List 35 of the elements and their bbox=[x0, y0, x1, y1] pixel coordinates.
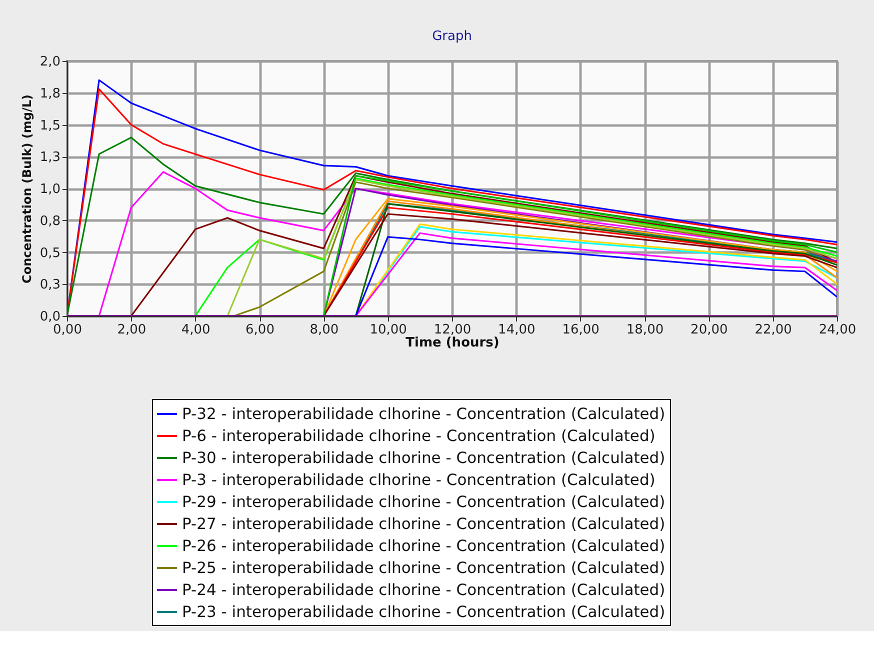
y-tick-label: 1,8 bbox=[40, 86, 60, 102]
x-tick-label: 0,00 bbox=[53, 322, 82, 338]
legend-label: P-23 - interoperabilidade clhorine - Concentration (Calculated) bbox=[182, 603, 666, 621]
x-tick-label: 14,00 bbox=[498, 322, 536, 338]
x-tick-label: 22,00 bbox=[754, 322, 792, 338]
y-tick-label: 2,0 bbox=[40, 54, 60, 70]
x-tick-label: 24,00 bbox=[818, 322, 856, 338]
x-tick-label: 2,00 bbox=[117, 322, 146, 338]
legend-label: P-6 - interoperabilidade clhorine - Concentration (Calculated) bbox=[182, 427, 656, 445]
x-tick-label: 18,00 bbox=[626, 322, 664, 338]
x-tick-label: 10,00 bbox=[370, 322, 407, 338]
y-tick-label: 1,5 bbox=[40, 118, 60, 134]
legend-label: P-29 - interoperabilidade clhorine - Concentration (Calculated) bbox=[182, 493, 666, 511]
y-tick-label: 0,8 bbox=[40, 214, 60, 229]
x-tick-label: 12,00 bbox=[434, 322, 472, 338]
legend-label: P-30 - interoperabilidade clhorine - Concentration (Calculated) bbox=[182, 449, 666, 467]
x-tick-label: 6,00 bbox=[246, 322, 274, 338]
x-tick-label: 8,00 bbox=[310, 322, 339, 338]
legend-label: P-26 - interoperabilidade clhorine - Concentration (Calculated) bbox=[182, 537, 666, 555]
y-tick-label: 1,3 bbox=[40, 150, 60, 166]
y-tick-label: 0,5 bbox=[40, 246, 60, 261]
legend-label: P-3 - interoperabilidade clhorine - Concentration (Calculated) bbox=[182, 471, 656, 489]
legend-label: P-24 - interoperabilidade clhorine - Concentration (Calculated) bbox=[182, 581, 666, 599]
y-tick-label: 0,3 bbox=[40, 278, 60, 293]
legend-label: P-27 - interoperabilidade clhorine - Concentration (Calculated) bbox=[182, 515, 666, 533]
chart-title: Graph bbox=[432, 29, 472, 44]
legend-label: P-32 - interoperabilidade clhorine - Concentration (Calculated) bbox=[182, 405, 666, 423]
y-tick-label: 0,0 bbox=[40, 310, 60, 324]
x-tick-label: 4,00 bbox=[181, 322, 210, 338]
y-tick-label: 1,0 bbox=[40, 182, 60, 197]
legend-label: P-25 - interoperabilidade clhorine - Concentration (Calculated) bbox=[182, 559, 666, 577]
x-tick-label: 20,00 bbox=[690, 322, 728, 338]
y-axis-title: Concentration (Bulk) (mg/L) bbox=[20, 94, 34, 284]
x-axis-title: Time (hours) bbox=[406, 336, 500, 350]
x-tick-label: 16,00 bbox=[562, 322, 600, 338]
